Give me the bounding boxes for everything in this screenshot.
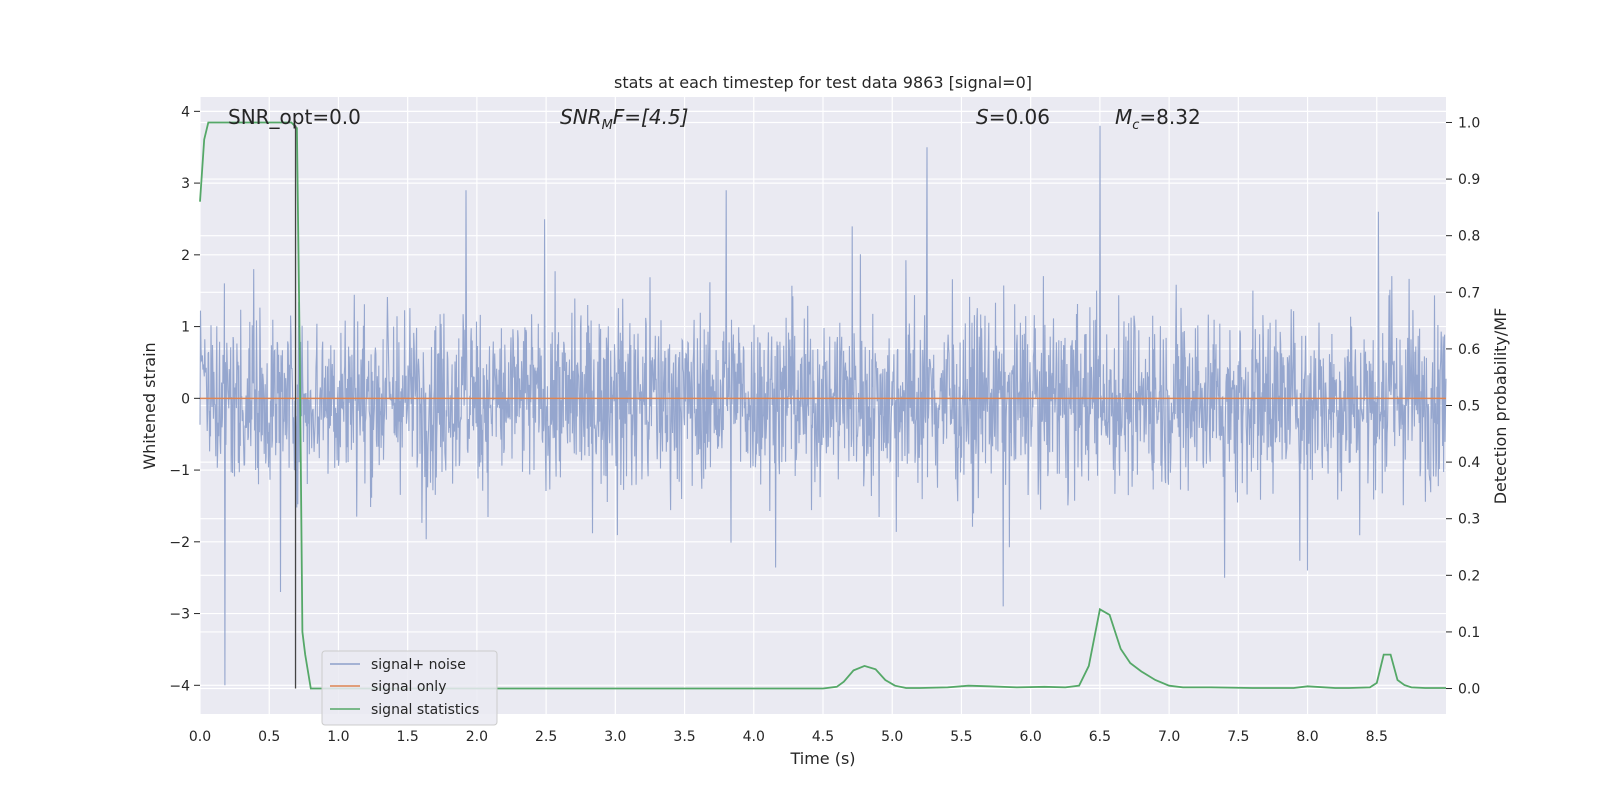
x-tick-label: 1.5	[397, 729, 419, 745]
x-tick-label: 2.5	[535, 729, 557, 745]
snr-mf-label: SNR	[560, 105, 602, 129]
y-left-tick-label: −2	[169, 535, 190, 551]
x-axis-label: Time (s)	[789, 749, 855, 768]
legend: signal+ noise signal only signal statist…	[321, 650, 498, 726]
signal-noise-series	[199, 125, 1447, 686]
x-tick-label: 3.0	[604, 729, 626, 745]
x-tick-label: 8.0	[1296, 729, 1318, 745]
x-tick-label: 2.0	[466, 729, 488, 745]
y-right-tick-labels: 1.0 0.9 0.8 0.7 0.6 0.5 0.4 0.3 0.2 0.1 0.0	[1446, 115, 1480, 698]
y-left-tick-label: 4	[181, 104, 190, 120]
y-right-tick-label: 0.8	[1458, 229, 1480, 245]
legend-label-signal-only: signal only	[371, 679, 446, 695]
y-left-tick-labels: 4 3 2 1 0 −1 −2 −3 −4	[169, 104, 200, 694]
s-annotation: S=0.06	[976, 105, 1050, 129]
s-label: S	[976, 105, 989, 129]
mc-subscript: c	[1132, 118, 1139, 133]
y-right-tick-label: 0.1	[1458, 625, 1480, 641]
x-tick-label: 5.5	[950, 729, 972, 745]
y-right-tick-label: 0.5	[1458, 399, 1480, 415]
y-left-tick-label: −3	[169, 607, 190, 623]
noise-trace	[199, 125, 1447, 686]
y-right-tick-label: 0.9	[1458, 172, 1480, 188]
snr-opt-annotation: SNR_opt=0.0	[228, 105, 361, 129]
legend-box	[321, 650, 498, 726]
signal-statistics-series	[199, 121, 1446, 690]
x-tick-label: 4.0	[743, 729, 765, 745]
x-tick-label: 0.5	[258, 729, 280, 745]
y-right-tick-label: 0.4	[1458, 455, 1480, 471]
y-left-tick-label: 1	[181, 320, 190, 336]
x-tick-label: 5.0	[881, 729, 903, 745]
statistics-line	[199, 121, 1446, 690]
x-tick-label: 4.5	[812, 729, 834, 745]
y-left-tick-label: 2	[181, 248, 190, 264]
y-right-tick-label: 0.7	[1458, 285, 1480, 301]
y-right-tick-label: 0.0	[1458, 682, 1480, 698]
snr-mf-subscript: M	[602, 118, 613, 133]
y-right-tick-label: 0.6	[1458, 342, 1480, 358]
y-left-axis-label: Whitened strain	[140, 342, 159, 469]
x-tick-label: 6.0	[1020, 729, 1042, 745]
legend-label-noise: signal+ noise	[371, 657, 466, 673]
y-right-tick-label: 0.2	[1458, 568, 1480, 584]
x-tick-label: 7.5	[1227, 729, 1249, 745]
x-tick-label: 0.0	[189, 729, 211, 745]
mc-value: =8.32	[1139, 105, 1200, 129]
y-left-tick-label: 0	[181, 391, 190, 407]
y-right-axis-label: Detection probability/MF	[1491, 308, 1510, 505]
mc-annotation: Mc=8.32	[1115, 105, 1201, 133]
y-left-tick-label: −4	[169, 678, 190, 694]
legend-label-statistics: signal statistics	[371, 702, 479, 718]
snr-mf-rest: F=[4.5]	[613, 105, 689, 129]
x-tick-label: 3.5	[673, 729, 695, 745]
x-tick-labels: 0.0 0.5 1.0 1.5 2.0 2.5 3.0 3.5 4.0 4.5 5.0 5.5 6.0 6…	[189, 729, 1388, 745]
x-tick-label: 8.5	[1366, 729, 1388, 745]
x-tick-label: 1.0	[327, 729, 349, 745]
y-left-tick-label: −1	[169, 463, 190, 479]
y-right-tick-label: 1.0	[1458, 115, 1480, 131]
snr-mf-annotation: SNRMF=[4.5]	[560, 105, 688, 133]
x-tick-label: 6.5	[1089, 729, 1111, 745]
y-right-tick-label: 0.3	[1458, 512, 1480, 528]
x-tick-label: 7.0	[1158, 729, 1180, 745]
s-value: =0.06	[989, 105, 1050, 129]
chart-title: stats at each timestep for test data 986…	[614, 73, 1032, 92]
mc-label: M	[1115, 105, 1132, 129]
y-left-tick-label: 3	[181, 176, 190, 192]
